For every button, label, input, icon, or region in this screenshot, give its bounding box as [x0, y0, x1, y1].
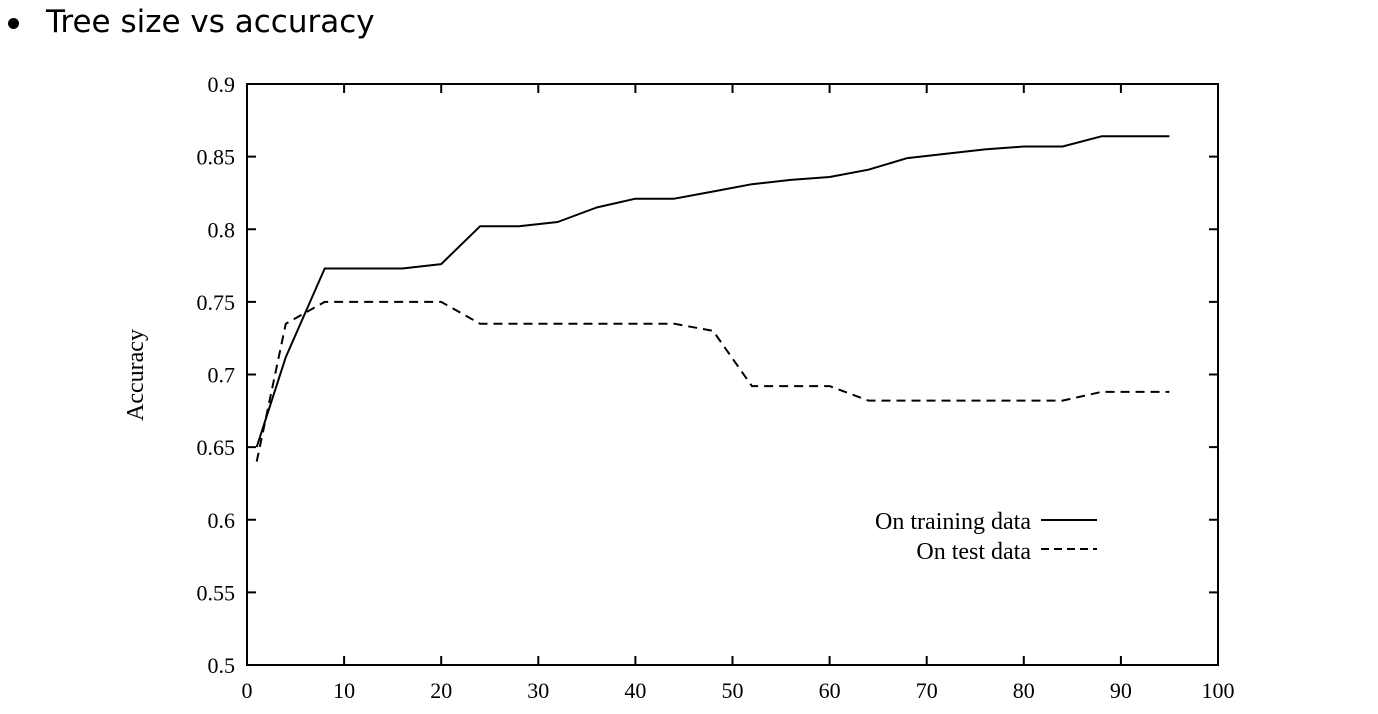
y-tick-label: 0.75: [197, 290, 236, 315]
y-axis-title: Accuracy: [123, 329, 149, 421]
series-line-training: [255, 135, 1170, 448]
y-tick-label: 0.5: [208, 653, 236, 678]
x-tick-label: 30: [527, 678, 549, 703]
y-tick-label: 0.6: [208, 508, 236, 533]
series-layer: [255, 135, 1170, 462]
x-tick-label: 100: [1202, 678, 1235, 703]
legend: On training data On test data: [875, 509, 1097, 565]
bullet-text: Tree size vs accuracy: [46, 4, 375, 40]
y-tick-label: 0.65: [197, 435, 236, 460]
y-tick-label: 0.55: [197, 580, 236, 605]
plot-frame: [246, 83, 1219, 666]
bullet-dot-icon: [8, 17, 19, 29]
x-tick-label: 50: [722, 678, 744, 703]
y-tick-label: 0.7: [208, 363, 236, 388]
x-tick-label: 90: [1110, 678, 1132, 703]
x-tick-label: 20: [430, 678, 452, 703]
x-tick-label: 10: [333, 678, 355, 703]
y-tick-label: 0.85: [197, 145, 236, 170]
series-line-test: [255, 300, 1170, 462]
legend-label-training: On training data: [875, 509, 1031, 535]
y-tick-label: 0.9: [208, 72, 236, 97]
y-axis-ticks: 0.5 0.55 0.6 0.65 0.7 0.75 0.8 0.85 0.9: [197, 72, 1218, 678]
legend-label-test: On test data: [916, 539, 1031, 565]
x-tick-label: 40: [624, 678, 646, 703]
bullet-item: Tree size vs accuracy: [8, 0, 375, 44]
x-tick-label: 0: [242, 678, 253, 703]
x-tick-label: 60: [819, 678, 841, 703]
x-tick-label: 70: [916, 678, 938, 703]
y-tick-label: 0.8: [208, 217, 236, 242]
x-axis-ticks: 0 10 20 30 40 50 60 70 80 90 100: [242, 84, 1235, 703]
x-tick-label: 80: [1013, 678, 1035, 703]
